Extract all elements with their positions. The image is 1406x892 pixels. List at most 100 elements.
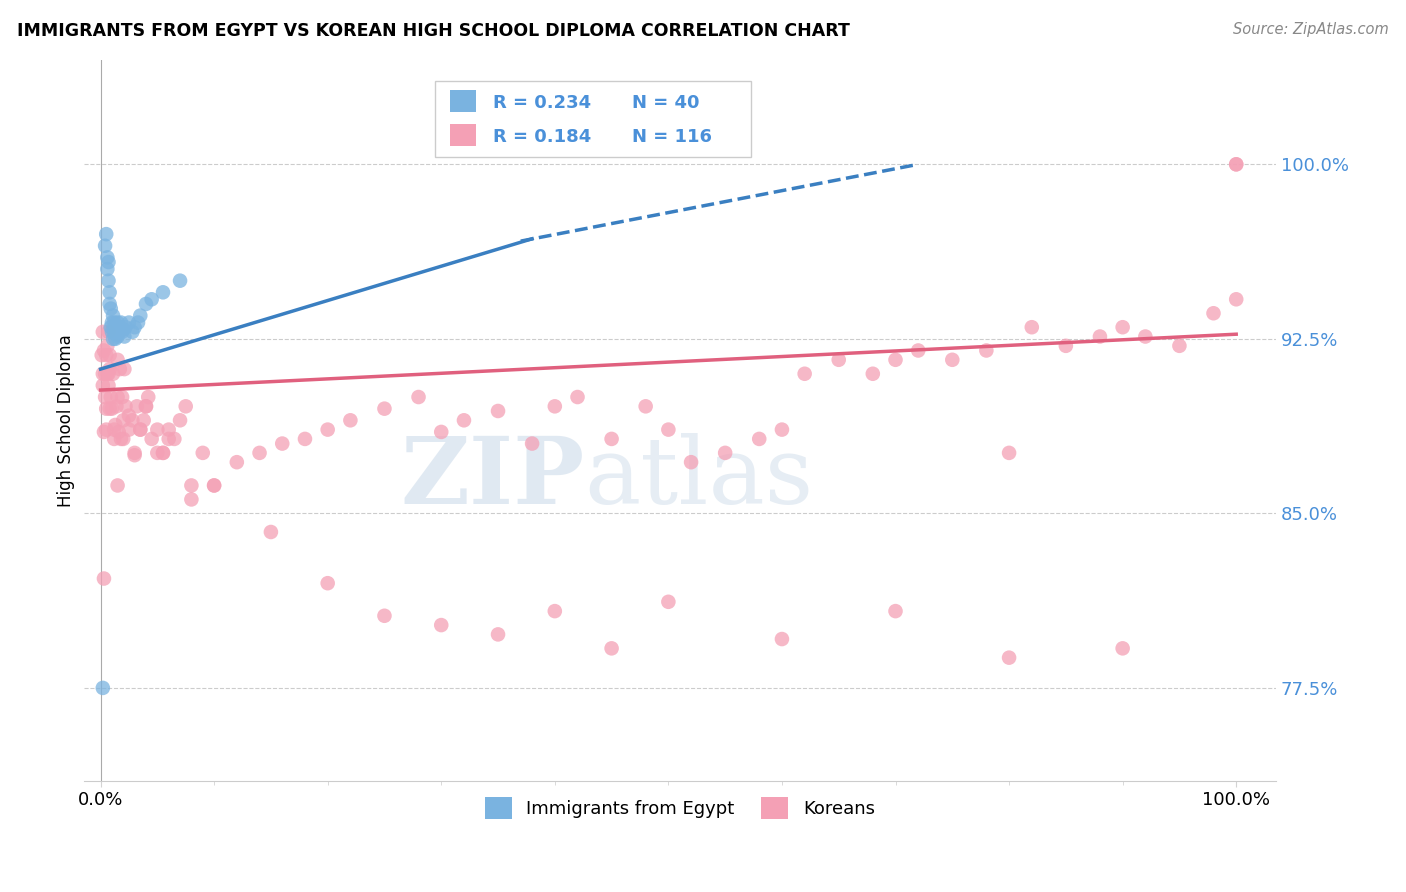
Immigrants from Egypt bbox=[107, 329, 129, 343]
Koreans bbox=[112, 432, 135, 446]
Koreans bbox=[124, 446, 146, 460]
Immigrants from Egypt bbox=[101, 332, 124, 346]
Koreans bbox=[976, 343, 998, 358]
Immigrants from Egypt bbox=[169, 274, 191, 288]
Koreans bbox=[567, 390, 589, 404]
FancyBboxPatch shape bbox=[450, 90, 475, 112]
Koreans bbox=[157, 432, 180, 446]
Immigrants from Egypt bbox=[108, 320, 131, 334]
Immigrants from Egypt bbox=[135, 297, 157, 311]
Koreans bbox=[681, 455, 703, 469]
Legend: Immigrants from Egypt, Koreans: Immigrants from Egypt, Koreans bbox=[477, 789, 882, 826]
Immigrants from Egypt bbox=[101, 316, 124, 330]
Koreans bbox=[430, 425, 453, 439]
Immigrants from Egypt bbox=[101, 325, 124, 339]
Koreans bbox=[294, 432, 316, 446]
Immigrants from Egypt bbox=[97, 274, 120, 288]
Koreans bbox=[1088, 329, 1111, 343]
Koreans bbox=[657, 423, 679, 437]
Koreans bbox=[520, 436, 543, 450]
Koreans bbox=[271, 436, 294, 450]
Koreans bbox=[132, 413, 155, 427]
Koreans bbox=[998, 446, 1021, 460]
Koreans bbox=[634, 400, 657, 414]
Koreans bbox=[1135, 329, 1157, 343]
Text: IMMIGRANTS FROM EGYPT VS KOREAN HIGH SCHOOL DIPLOMA CORRELATION CHART: IMMIGRANTS FROM EGYPT VS KOREAN HIGH SCH… bbox=[17, 22, 849, 40]
Koreans bbox=[91, 367, 114, 381]
Immigrants from Egypt bbox=[97, 255, 120, 269]
Y-axis label: High School Diploma: High School Diploma bbox=[58, 334, 75, 507]
Koreans bbox=[373, 401, 395, 416]
Koreans bbox=[105, 400, 128, 414]
Immigrants from Egypt bbox=[94, 239, 117, 253]
Text: N = 40: N = 40 bbox=[633, 94, 700, 112]
Immigrants from Egypt bbox=[107, 320, 129, 334]
Koreans bbox=[180, 478, 202, 492]
Koreans bbox=[430, 618, 453, 632]
Koreans bbox=[100, 390, 122, 404]
Immigrants from Egypt bbox=[91, 681, 114, 695]
Koreans bbox=[107, 352, 129, 367]
Immigrants from Egypt bbox=[107, 325, 129, 339]
Text: atlas: atlas bbox=[585, 433, 814, 523]
Koreans bbox=[101, 401, 124, 416]
Koreans bbox=[98, 348, 121, 362]
Koreans bbox=[169, 413, 191, 427]
Koreans bbox=[96, 401, 118, 416]
Koreans bbox=[828, 352, 851, 367]
Immigrants from Egypt bbox=[103, 316, 125, 330]
Immigrants from Egypt bbox=[152, 285, 174, 300]
Koreans bbox=[163, 432, 186, 446]
Koreans bbox=[141, 432, 163, 446]
Koreans bbox=[1225, 293, 1247, 307]
Koreans bbox=[98, 362, 121, 376]
Immigrants from Egypt bbox=[98, 297, 121, 311]
Immigrants from Egypt bbox=[98, 285, 121, 300]
Koreans bbox=[110, 432, 132, 446]
Immigrants from Egypt bbox=[129, 309, 152, 323]
Koreans bbox=[135, 400, 157, 414]
Text: N = 116: N = 116 bbox=[633, 128, 711, 145]
Koreans bbox=[93, 425, 115, 439]
Immigrants from Egypt bbox=[96, 227, 118, 241]
Immigrants from Egypt bbox=[124, 320, 146, 334]
Koreans bbox=[96, 339, 118, 353]
Koreans bbox=[1111, 320, 1133, 334]
Koreans bbox=[714, 446, 737, 460]
Koreans bbox=[770, 423, 793, 437]
Immigrants from Egypt bbox=[121, 325, 143, 339]
Koreans bbox=[884, 604, 907, 618]
Koreans bbox=[135, 400, 157, 414]
Koreans bbox=[907, 343, 929, 358]
Koreans bbox=[146, 423, 169, 437]
Text: Source: ZipAtlas.com: Source: ZipAtlas.com bbox=[1233, 22, 1389, 37]
Koreans bbox=[98, 401, 121, 416]
Immigrants from Egypt bbox=[107, 316, 129, 330]
Immigrants from Egypt bbox=[100, 301, 122, 316]
Koreans bbox=[1225, 157, 1247, 171]
Koreans bbox=[101, 367, 124, 381]
Immigrants from Egypt bbox=[105, 327, 128, 342]
Koreans bbox=[152, 446, 174, 460]
Koreans bbox=[111, 390, 134, 404]
Immigrants from Egypt bbox=[100, 320, 122, 334]
Koreans bbox=[108, 362, 131, 376]
Koreans bbox=[157, 423, 180, 437]
Immigrants from Egypt bbox=[114, 320, 136, 334]
Koreans bbox=[107, 478, 129, 492]
Koreans bbox=[339, 413, 361, 427]
Koreans bbox=[260, 524, 283, 539]
Koreans bbox=[103, 423, 125, 437]
Immigrants from Egypt bbox=[110, 316, 132, 330]
Koreans bbox=[136, 390, 159, 404]
FancyBboxPatch shape bbox=[436, 81, 751, 157]
Koreans bbox=[129, 423, 152, 437]
Koreans bbox=[96, 348, 118, 362]
Koreans bbox=[1111, 641, 1133, 656]
Text: R = 0.184: R = 0.184 bbox=[492, 128, 591, 145]
Koreans bbox=[112, 413, 135, 427]
Koreans bbox=[180, 492, 202, 507]
Koreans bbox=[121, 413, 143, 427]
Immigrants from Egypt bbox=[101, 309, 124, 323]
Koreans bbox=[486, 627, 509, 641]
